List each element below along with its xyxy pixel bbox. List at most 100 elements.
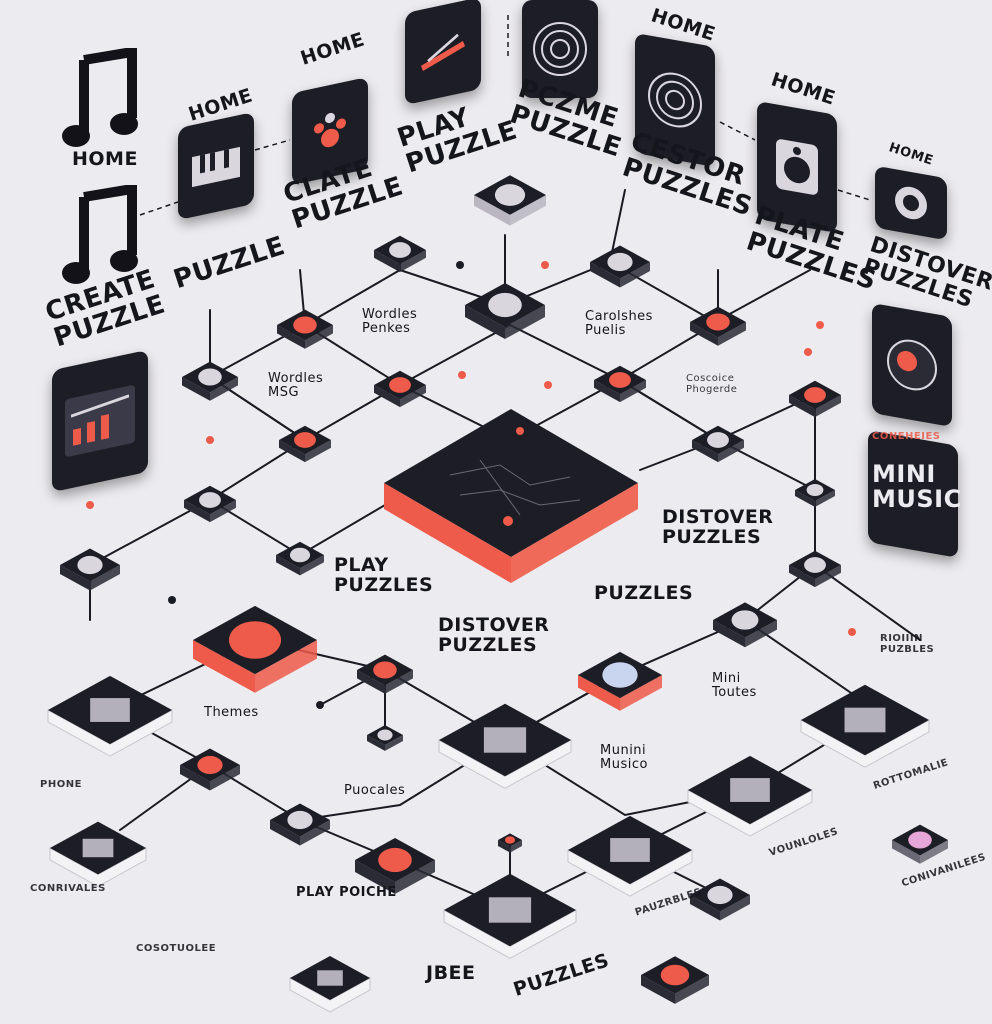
node-button[interactable] (713, 602, 777, 648)
node-icon (294, 432, 316, 448)
node-side (718, 322, 746, 346)
node-side (718, 440, 744, 463)
accent-dot (816, 321, 824, 329)
node-side (465, 305, 505, 339)
node-button[interactable] (594, 365, 646, 403)
vinyl-record-icon (887, 339, 937, 391)
music-note-icon (62, 48, 138, 147)
node-button[interactable] (270, 803, 330, 846)
node-side (815, 565, 841, 588)
app-tile-button[interactable] (800, 684, 930, 768)
node-side (279, 440, 305, 463)
node-side (355, 860, 395, 894)
node-icon (389, 242, 411, 258)
label-puzzles-mid: PUZZLES (594, 582, 694, 604)
node-button[interactable] (795, 479, 835, 507)
node-button[interactable] (789, 380, 841, 418)
node-button[interactable] (374, 370, 426, 408)
node-icon (609, 372, 631, 388)
app-tile-button[interactable] (289, 956, 371, 1013)
node-button[interactable] (374, 235, 426, 273)
node-button[interactable] (498, 833, 522, 853)
node-icon (377, 729, 393, 741)
app-icon-card[interactable] (292, 76, 368, 186)
label-jbee: JBEE (426, 962, 476, 984)
app-icon-card[interactable] (522, 0, 598, 98)
accent-dot (206, 436, 214, 444)
node-button[interactable] (789, 550, 841, 588)
app-tile-button[interactable] (49, 821, 147, 887)
app-tile-button[interactable] (443, 873, 577, 959)
node-side (789, 565, 815, 588)
node-button[interactable] (465, 283, 545, 339)
node-side (590, 262, 620, 288)
node-button[interactable] (474, 175, 546, 226)
node-button[interactable] (367, 725, 403, 751)
node-side (690, 895, 720, 921)
node-side (594, 380, 620, 403)
node-icon (494, 184, 526, 206)
node-side (620, 262, 650, 288)
node-button[interactable] (193, 605, 317, 693)
node-side (385, 670, 413, 694)
node-icon (198, 368, 222, 386)
node-button[interactable] (892, 824, 948, 864)
node-side (641, 975, 675, 1004)
node-side (745, 620, 777, 648)
app-icon-card[interactable] (757, 100, 837, 234)
app-tile-button[interactable] (567, 815, 693, 897)
node-button[interactable] (184, 485, 236, 523)
node-side (620, 380, 646, 403)
app-icon-card[interactable] (872, 302, 952, 428)
node-side (300, 820, 330, 846)
node-side (713, 620, 745, 648)
node-side (510, 195, 546, 226)
node-side (193, 640, 255, 693)
app-icon-card[interactable] (52, 349, 148, 493)
app-icon-card[interactable] (635, 32, 715, 168)
node-icon (373, 661, 397, 679)
app-icon-card[interactable] (405, 0, 481, 106)
node-button[interactable] (355, 838, 435, 894)
dashed-connector (837, 189, 871, 201)
tile-icon (730, 778, 770, 802)
accent-dot (458, 371, 466, 379)
node-icon (197, 755, 223, 775)
node-icon (378, 847, 412, 873)
node-button[interactable] (182, 361, 238, 401)
node-button[interactable] (641, 956, 709, 1004)
label-themes: Themes (204, 705, 259, 720)
app-tile-button[interactable] (687, 755, 813, 837)
node-button[interactable] (277, 309, 333, 349)
node-button[interactable] (180, 748, 240, 791)
app-icon-card[interactable] (875, 165, 947, 241)
node-side (498, 840, 510, 853)
tile-icon (488, 897, 532, 923)
accent-dot (848, 628, 856, 636)
node-side (675, 975, 709, 1004)
node-side (374, 385, 400, 408)
node-side (505, 305, 545, 339)
node-button[interactable] (60, 548, 120, 591)
app-tile-button[interactable] (47, 675, 173, 757)
label-wordles-1: Wordles Penkes (362, 307, 418, 336)
vinyl-record-icon (648, 72, 702, 128)
node-side (690, 322, 718, 346)
center-hub-panel[interactable] (380, 405, 642, 587)
label-mini-music: MINI MUSIC (872, 460, 962, 514)
node-button[interactable] (279, 425, 331, 463)
label-rioiiin-puzbles: RIOIIIN PUZBLES (880, 633, 935, 655)
node-button[interactable] (690, 878, 750, 921)
node-button[interactable] (357, 654, 413, 694)
node-button[interactable] (578, 651, 662, 711)
node-button[interactable] (692, 425, 744, 463)
node-button[interactable] (590, 245, 650, 288)
label-mini-tourtes: Mini Toutes (712, 671, 757, 700)
node-button[interactable] (690, 306, 746, 346)
node-button[interactable] (276, 541, 324, 576)
app-tile-button[interactable] (438, 703, 572, 789)
accent-dot (168, 596, 176, 604)
app-icon-card[interactable] (178, 111, 254, 221)
node-icon (804, 387, 826, 403)
